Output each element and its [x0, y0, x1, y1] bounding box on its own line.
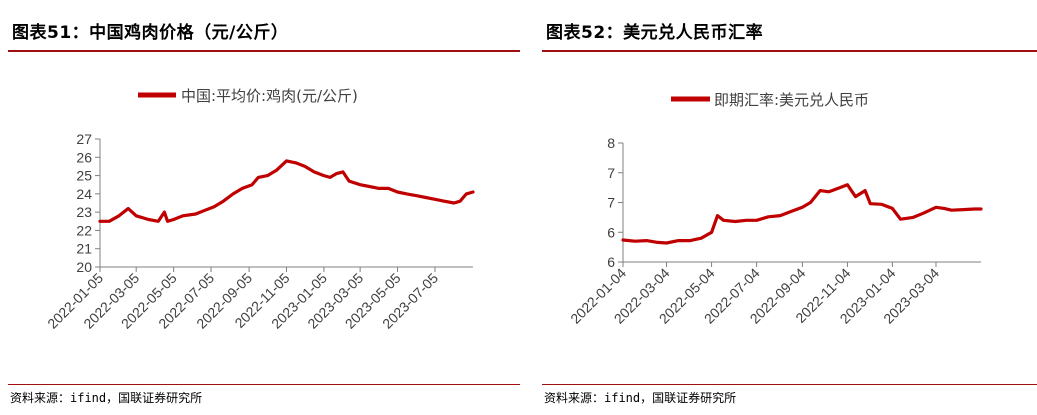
legend: 即期汇率:美元兑人民币 — [671, 91, 869, 109]
source-divider — [8, 384, 520, 385]
chart-title-bar: 图表52：美元兑人民币汇率 — [542, 10, 1037, 52]
chart-title: 图表52：美元兑人民币汇率 — [546, 23, 764, 43]
series-line — [621, 183, 983, 245]
y-tick-label: 24 — [76, 186, 92, 202]
y-tick-label: 25 — [76, 168, 92, 184]
line-chart-chicken-price: 中国:平均价:鸡肉(元/公斤) 20212223242526272022-01-… — [44, 87, 475, 332]
title-divider — [8, 50, 520, 52]
chart-panel-usd-cny: 图表52：美元兑人民币汇率 即期汇率:美元兑人民币 6 6 7 7 8 2022-01-0… — [534, 0, 1037, 415]
y-tick-label: 23 — [76, 204, 92, 220]
legend-label: 中国:平均价:鸡肉(元/公斤) — [181, 87, 358, 105]
source-note: 资料来源：ifind，国联证券研究所 — [544, 391, 737, 405]
line-chart-usd-cny: 即期汇率:美元兑人民币 667782022-01-042022-03-04202… — [567, 91, 983, 327]
y-tick-label: 6 — [607, 224, 615, 240]
y-tick-label: 7 — [607, 165, 615, 181]
legend: 中国:平均价:鸡肉(元/公斤) — [138, 87, 358, 105]
source-divider — [542, 384, 1037, 385]
y-tick-label: 26 — [76, 149, 92, 165]
y-tick-label: 20 — [76, 259, 92, 275]
plot-area — [621, 183, 983, 245]
source-note: 资料来源：ifind，国联证券研究所 — [10, 391, 203, 405]
chart-panel-chicken-price: 图表51：中国鸡肉价格（元/公斤） 中国:平均价:鸡肉(元/公斤) 20 21 22… — [8, 10, 520, 405]
y-tick-label: 7 — [607, 195, 615, 211]
axes: 20212223242526272022-01-052022-03-052022… — [44, 131, 473, 332]
title-divider — [542, 50, 1037, 52]
plot-area — [98, 159, 475, 223]
y-tick-label: 8 — [607, 135, 615, 151]
y-tick-label: 21 — [76, 241, 92, 257]
chart-title: 图表51：中国鸡肉价格（元/公斤） — [12, 23, 289, 43]
series-line — [98, 159, 475, 223]
y-tick-label: 22 — [76, 222, 92, 238]
legend-label: 即期汇率:美元兑人民币 — [714, 91, 869, 109]
y-tick-label: 27 — [76, 131, 92, 147]
chart-title-bar: 图表51：中国鸡肉价格（元/公斤） — [8, 10, 520, 52]
y-tick-label: 6 — [607, 254, 615, 270]
axes: 667782022-01-042022-03-042022-05-042022-… — [567, 135, 981, 327]
